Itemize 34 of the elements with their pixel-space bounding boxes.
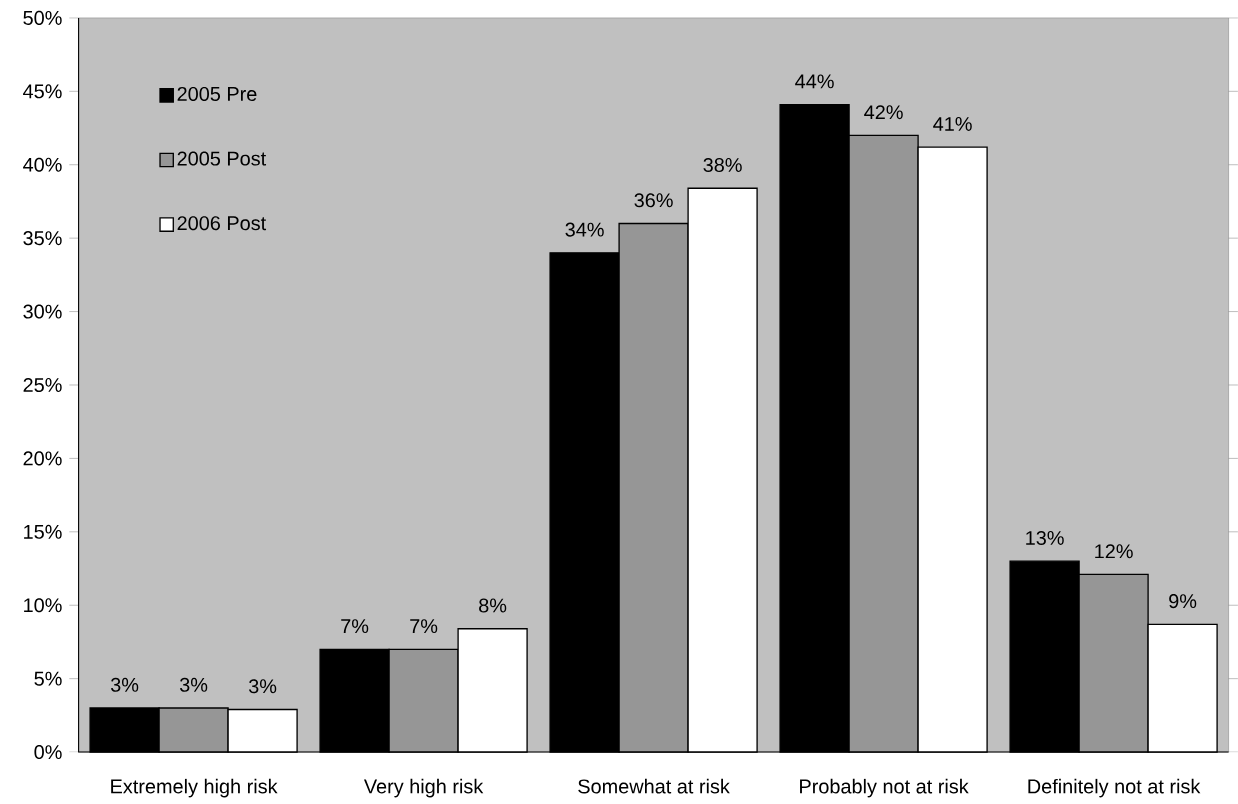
y-tick-label: 15% (24, 524, 62, 539)
y-tick-label: 5% (34, 671, 62, 686)
y-tick-label: 50% (23, 10, 62, 25)
y-tick-label: 0% (34, 745, 62, 760)
data-label: 12% (1095, 544, 1133, 559)
data-label: 34% (565, 222, 604, 237)
data-label: 3% (110, 677, 139, 692)
data-label: 3% (248, 679, 277, 694)
data-label: 38% (703, 157, 742, 173)
x-tick-label: Somewhat at risk (578, 778, 730, 794)
legend-label: 2006 Post (177, 216, 267, 231)
data-label: 42% (864, 105, 903, 120)
data-label: 41% (933, 117, 972, 131)
x-tick-label: Very high risk (363, 778, 484, 798)
x-tick-label: Extremely high risk (111, 778, 278, 798)
x-tick-label: Probably not at risk (800, 778, 969, 798)
y-tick-label: 40% (23, 157, 62, 172)
y-tick-label: 35% (23, 231, 62, 246)
data-label: 13% (1026, 530, 1064, 545)
data-label: 7% (410, 619, 438, 634)
data-label: 44% (795, 74, 834, 89)
data-label: 7% (341, 619, 369, 634)
data-label: 3% (179, 677, 208, 692)
y-tick-label: 25% (23, 377, 62, 393)
y-tick-label: 20% (23, 451, 62, 466)
data-label: 36% (634, 193, 673, 208)
legend-label: 2005 Pre (177, 86, 257, 101)
legend-label: 2005 Post (177, 151, 267, 166)
x-tick-label: Definitely not at risk (1028, 778, 1201, 798)
y-tick-label: 10% (24, 598, 62, 613)
data-label: 8% (479, 598, 507, 613)
y-tick-label: 45% (23, 84, 62, 99)
data-label: 9% (1169, 594, 1197, 609)
y-tick-label: 30% (23, 304, 62, 319)
